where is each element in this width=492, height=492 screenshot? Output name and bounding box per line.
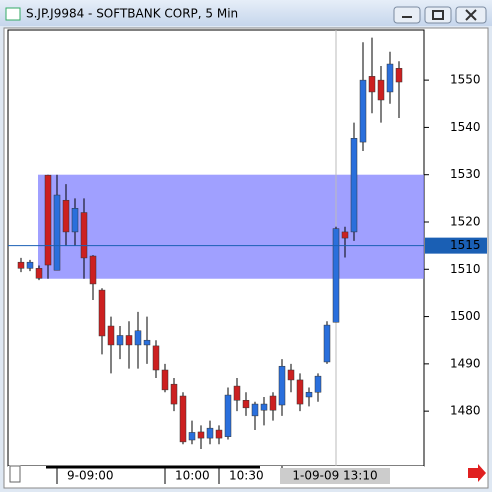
candle-body <box>71 208 79 233</box>
candle-body <box>233 385 241 401</box>
candle-body <box>35 268 43 279</box>
candle-body <box>368 76 376 93</box>
maximize-button[interactable] <box>424 6 452 24</box>
candle-body <box>179 395 187 443</box>
x-tick-label: 10:00 <box>175 469 210 483</box>
zone <box>38 174 424 279</box>
candle-body <box>386 63 394 93</box>
candle-body <box>107 325 115 346</box>
candle-body <box>296 379 304 405</box>
scroll-box[interactable] <box>9 465 21 483</box>
candle-body <box>197 431 205 439</box>
candle-body <box>224 394 232 437</box>
candle-body <box>305 391 313 398</box>
candle-body <box>215 429 223 439</box>
last-price-label: 1515 <box>450 238 481 252</box>
candle-body <box>170 383 178 405</box>
y-tick-label: 1520 <box>450 214 481 228</box>
y-tick-label: 1550 <box>450 73 481 87</box>
candle-body <box>161 369 169 391</box>
candle-body <box>269 395 277 411</box>
candle-body <box>206 427 214 439</box>
y-tick-label: 1480 <box>450 404 481 418</box>
candle-body <box>152 345 160 371</box>
candle-body <box>80 212 88 259</box>
candle-body <box>251 403 259 417</box>
candle-body <box>359 79 367 143</box>
scroll-arrow[interactable] <box>468 464 486 482</box>
candle-body <box>188 432 196 441</box>
y-tick-label: 1530 <box>450 167 481 181</box>
candle-body <box>44 174 52 266</box>
candle-body <box>260 403 268 411</box>
cursor-time-label: 1-09-09 13:10 <box>292 469 377 483</box>
candle-body <box>98 289 106 337</box>
window-icon <box>5 7 21 21</box>
candle-body <box>314 375 322 393</box>
minimize-button[interactable] <box>393 6 421 24</box>
maximize-glyph <box>432 10 444 20</box>
candle-body <box>323 324 331 363</box>
last-price-box <box>425 237 487 254</box>
candle-body <box>350 138 358 233</box>
candle-body <box>143 339 151 346</box>
candle-body <box>287 369 295 381</box>
candle-body <box>17 261 25 269</box>
x-tick-label: 10:30 <box>229 469 264 483</box>
y-tick-label: 1510 <box>450 262 481 276</box>
candle-body <box>332 228 340 323</box>
candle-body <box>53 194 61 271</box>
y-tick-label: 1490 <box>450 356 481 370</box>
candle-body <box>278 365 286 406</box>
x-tick-label: 9-09:00 <box>67 469 114 483</box>
cursor-time-box <box>280 468 390 484</box>
window-title: S.JP.J9984 - SOFTBANK CORP, 5 Min <box>26 7 238 21</box>
candle-body <box>341 231 349 239</box>
y-tick-label: 1540 <box>450 120 481 134</box>
y-tick-label: 1500 <box>450 309 481 323</box>
candle-body <box>377 79 385 101</box>
candle-body <box>395 68 403 83</box>
close-glyph <box>465 9 477 21</box>
candle-body <box>134 330 142 346</box>
candle-body <box>89 255 97 285</box>
candle-body <box>242 400 250 409</box>
candle-body <box>116 335 124 346</box>
candle-body <box>125 335 133 346</box>
candle-body <box>62 199 70 233</box>
candle-body <box>26 261 34 269</box>
